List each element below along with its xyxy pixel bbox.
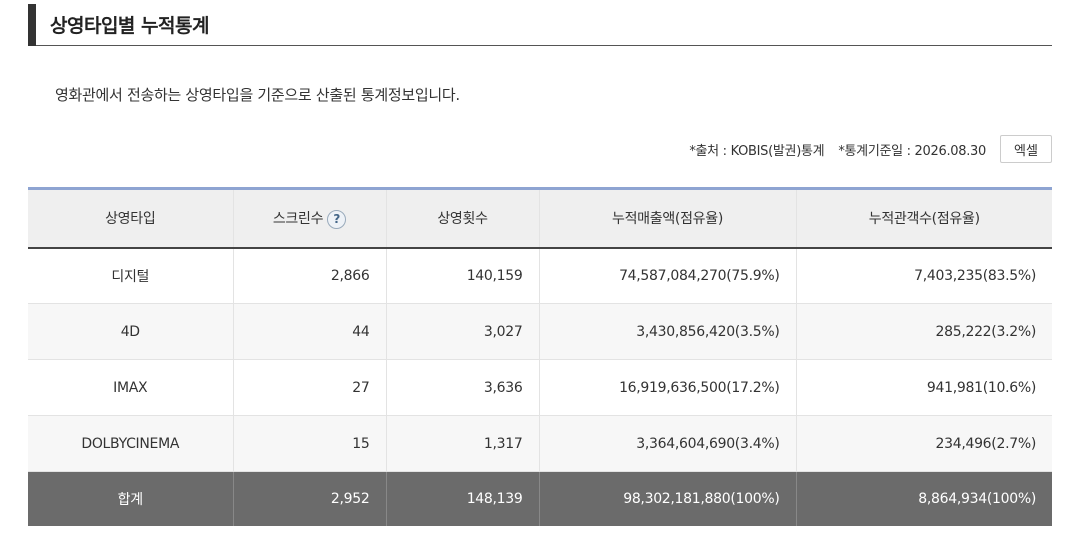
header-audience: 누적관객수(점유율) bbox=[796, 187, 1052, 249]
screening-type-stats-table: 상영타입 스크린수? 상영횟수 누적매출액(점유율) 누적관객수(점유율) 디지… bbox=[28, 187, 1052, 526]
total-sales: 98,302,181,880(100%) bbox=[539, 471, 797, 526]
cell-audience: 234,496(2.7%) bbox=[796, 415, 1052, 472]
cell-screening-type: 4D bbox=[28, 303, 234, 360]
help-icon[interactable]: ? bbox=[327, 209, 347, 229]
header-screens: 스크린수? bbox=[233, 187, 387, 249]
cell-shows: 3,027 bbox=[386, 303, 540, 360]
header-shows: 상영횟수 bbox=[386, 187, 540, 249]
total-screens: 2,952 bbox=[233, 471, 387, 526]
cell-shows: 3,636 bbox=[386, 359, 540, 416]
cell-sales: 3,364,604,690(3.4%) bbox=[539, 415, 797, 472]
section-title-bar bbox=[28, 4, 36, 46]
cell-shows: 1,317 bbox=[386, 415, 540, 472]
table-row: DOLBYCINEMA 15 1,317 3,364,604,690(3.4%)… bbox=[28, 415, 1052, 472]
cell-screens: 27 bbox=[233, 359, 387, 416]
meta-row: *출처 : KOBIS(발권)통계 *통계기준일 : 2026.08.30 엑셀 bbox=[689, 135, 1052, 163]
cell-sales: 3,430,856,420(3.5%) bbox=[539, 303, 797, 360]
section-description: 영화관에서 전송하는 상영타입을 기준으로 산출된 통계정보입니다. bbox=[55, 86, 460, 104]
cell-screens: 2,866 bbox=[233, 247, 387, 304]
cell-sales: 74,587,084,270(75.9%) bbox=[539, 247, 797, 304]
header-screens-label: 스크린수 bbox=[272, 211, 324, 227]
cell-shows: 140,159 bbox=[386, 247, 540, 304]
table-row: 4D 44 3,027 3,430,856,420(3.5%) 285,222(… bbox=[28, 303, 1052, 360]
header-sales: 누적매출액(점유율) bbox=[539, 187, 797, 249]
section-header: 상영타입별 누적통계 bbox=[28, 0, 1052, 46]
cell-screening-type: 디지털 bbox=[28, 247, 234, 304]
table-row: IMAX 27 3,636 16,919,636,500(17.2%) 941,… bbox=[28, 359, 1052, 416]
cell-audience: 285,222(3.2%) bbox=[796, 303, 1052, 360]
cell-sales: 16,919,636,500(17.2%) bbox=[539, 359, 797, 416]
cell-screening-type: IMAX bbox=[28, 359, 234, 416]
header-screening-type: 상영타입 bbox=[28, 187, 234, 249]
source-note: *출처 : KOBIS(발권)통계 bbox=[689, 143, 825, 159]
cell-screening-type: DOLBYCINEMA bbox=[28, 415, 234, 472]
table-total-row: 합계 2,952 148,139 98,302,181,880(100%) 8,… bbox=[28, 471, 1052, 526]
cell-audience: 7,403,235(83.5%) bbox=[796, 247, 1052, 304]
cell-audience: 941,981(10.6%) bbox=[796, 359, 1052, 416]
excel-download-button[interactable]: 엑셀 bbox=[1000, 135, 1052, 163]
base-date-note: *통계기준일 : 2026.08.30 bbox=[838, 143, 986, 159]
total-label: 합계 bbox=[28, 471, 234, 526]
cell-screens: 15 bbox=[233, 415, 387, 472]
cell-screens: 44 bbox=[233, 303, 387, 360]
total-audience: 8,864,934(100%) bbox=[918, 490, 1036, 507]
table-row: 디지털 2,866 140,159 74,587,084,270(75.9%) … bbox=[28, 247, 1052, 304]
table-header-row: 상영타입 스크린수? 상영횟수 누적매출액(점유율) 누적관객수(점유율) bbox=[28, 187, 1052, 249]
section-title: 상영타입별 누적통계 bbox=[50, 15, 209, 37]
total-shows: 148,139 bbox=[386, 471, 540, 526]
